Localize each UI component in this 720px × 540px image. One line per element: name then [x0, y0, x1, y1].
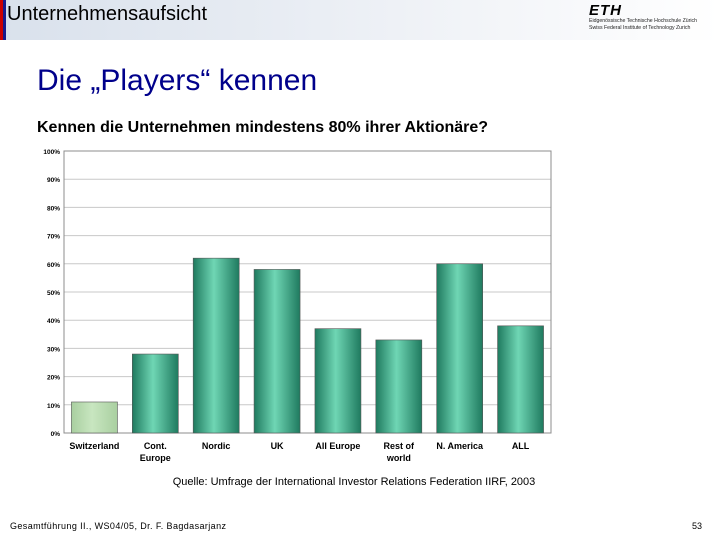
header-accent-blue: [3, 0, 6, 40]
y-tick-label: 40%: [47, 318, 60, 325]
header-band: [0, 0, 720, 40]
bar: [314, 328, 362, 434]
bar: [375, 339, 423, 434]
y-tick-label: 20%: [47, 375, 60, 382]
section-title: Unternehmensaufsicht: [7, 3, 208, 25]
y-tick-label: 10%: [47, 403, 60, 410]
x-tick-label: world: [386, 453, 411, 463]
x-tick-label: Europe: [140, 453, 171, 463]
y-tick-label: 50%: [47, 290, 60, 297]
chart-question: Kennen die Unternehmen mindestens 80% ih…: [37, 119, 489, 136]
y-tick-label: 90%: [47, 177, 60, 184]
y-tick-label: 100%: [43, 149, 60, 156]
x-tick-label: Cont.: [144, 441, 167, 451]
bar: [71, 401, 118, 434]
bar: [192, 257, 240, 434]
eth-logo-line-1: Eidgenössische Technische Hochschule Zür…: [589, 18, 698, 24]
plot-frame: [63, 150, 552, 434]
eth-logo: ETH Eidgenössische Technische Hochschule…: [589, 3, 711, 39]
eth-logo-line-2: Swiss Federal Institute of Technology Zu…: [589, 24, 691, 31]
slide-title: Die „Players“ kennen: [37, 64, 318, 97]
y-tick-label: 30%: [47, 346, 60, 353]
bar: [132, 353, 179, 434]
y-tick-label: 70%: [47, 234, 60, 241]
eth-logo-mark: ETH: [589, 2, 622, 19]
x-tick-label: All Europe: [315, 441, 360, 451]
y-tick-label: 80%: [47, 205, 60, 212]
x-tick-label: UK: [271, 441, 284, 451]
x-tick-label: Switzerland: [69, 441, 119, 451]
x-tick-label: Rest of: [384, 441, 416, 451]
x-tick-label: ALL: [512, 441, 530, 451]
bar: [497, 325, 544, 434]
x-tick-label: N. America: [436, 441, 484, 451]
source-text: Quelle: Umfrage der International Invest…: [172, 476, 536, 488]
x-tick-label: Nordic: [202, 441, 231, 451]
y-tick-label: 60%: [47, 262, 60, 269]
footer-page-number: 53: [691, 521, 702, 531]
source-note: Quelle: Umfrage der International Invest…: [0, 476, 720, 488]
y-tick-label: 0%: [51, 431, 61, 438]
bar: [253, 269, 301, 434]
header-accent-red: [0, 0, 3, 40]
bar: [436, 263, 483, 434]
footer-course: Gesamtführung II., WS04/05, Dr. F. Bagda…: [10, 521, 227, 531]
